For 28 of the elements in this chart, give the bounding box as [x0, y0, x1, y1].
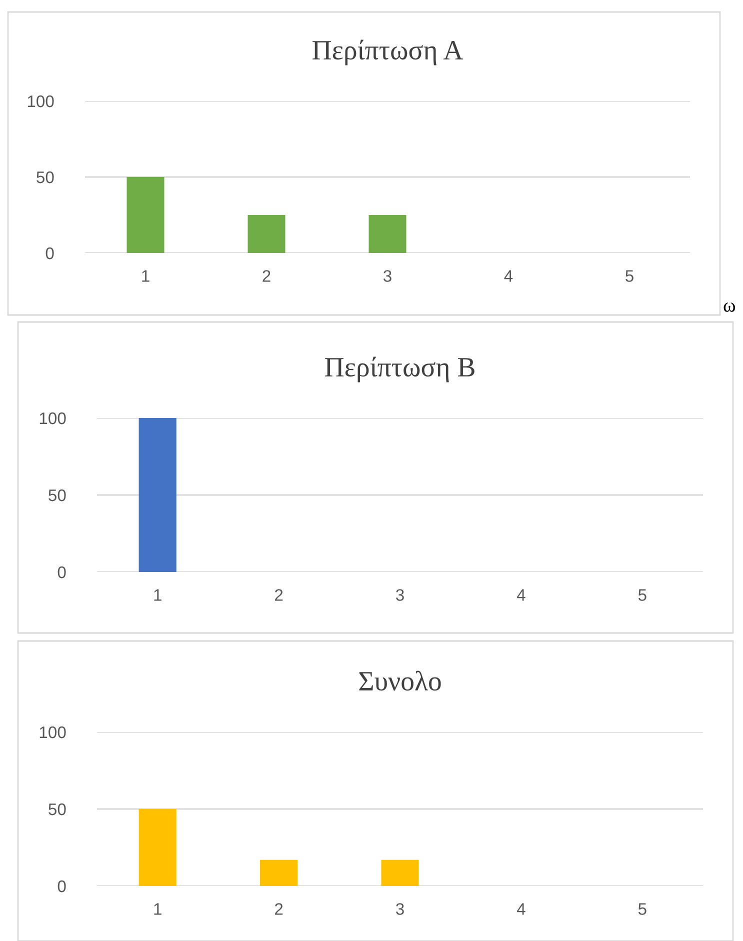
- x-tick-label: 4: [504, 270, 513, 282]
- chart-title: Περίπτωση Α: [312, 40, 464, 66]
- chart-title: Συνολο: [359, 670, 441, 691]
- x-tick-label: 3: [396, 589, 404, 601]
- x-tick-label: 5: [638, 589, 646, 601]
- x-tick-label: 1: [142, 270, 150, 282]
- text: ω: [724, 302, 736, 312]
- x-tick-label: 1: [154, 589, 162, 601]
- y-tick-label: 100: [40, 726, 66, 738]
- y-tick-label: 50: [48, 489, 66, 502]
- x-tick-label: 5: [638, 903, 646, 915]
- y-tick-label: 50: [36, 171, 54, 184]
- y-tick-label: 100: [40, 412, 66, 424]
- x-tick-label: 1: [154, 903, 162, 915]
- x-tick-label: 2: [275, 903, 283, 915]
- y-tick-label: 0: [46, 247, 54, 260]
- y-tick-label: 0: [58, 566, 66, 578]
- y-tick-label: 50: [48, 803, 66, 816]
- x-tick-label: 3: [384, 270, 392, 282]
- y-tick-label: 0: [58, 880, 66, 892]
- x-tick-label: 4: [516, 589, 526, 601]
- y-tick-label: 100: [28, 95, 54, 108]
- chart-title: Περίπτωση Β: [325, 356, 474, 382]
- x-tick-label: 2: [275, 589, 283, 601]
- x-tick-label: 3: [396, 903, 404, 915]
- x-tick-label: 4: [516, 903, 526, 915]
- x-tick-label: 5: [626, 270, 634, 282]
- x-tick-label: 2: [262, 270, 270, 282]
